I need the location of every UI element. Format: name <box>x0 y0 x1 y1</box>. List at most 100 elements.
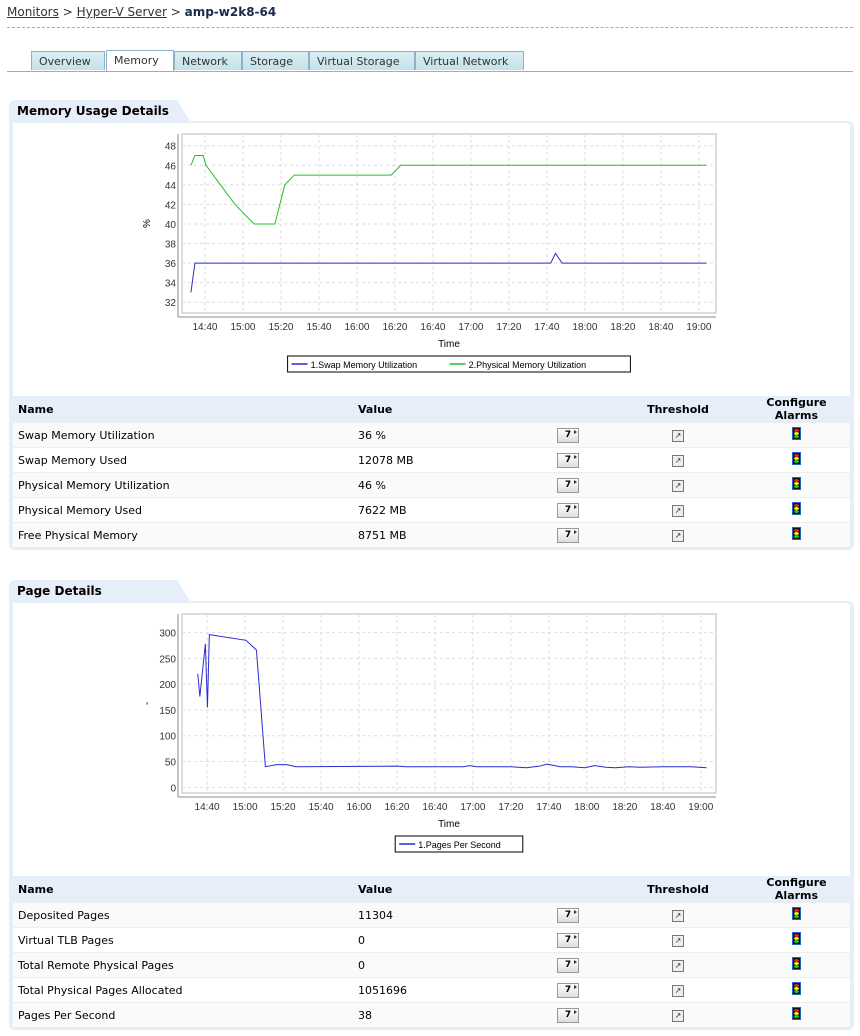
table-row: Swap Memory Used 12078 MB 7 ↗ <box>13 447 850 473</box>
col-alarms: Configure Alarms <box>743 876 850 903</box>
y-tick-label: 300 <box>159 629 176 640</box>
metric-value: 7622 MB 7 <box>353 497 613 523</box>
x-tick-label: 15:20 <box>271 802 296 813</box>
y-tick-label: 250 <box>159 654 176 665</box>
traffic-light-alarm-icon[interactable] <box>792 957 801 970</box>
traffic-light-alarm-icon[interactable] <box>792 477 801 490</box>
x-tick-label: 16:00 <box>344 322 369 333</box>
traffic-light-alarm-icon[interactable] <box>792 932 801 945</box>
metric-name: Physical Memory Utilization <box>13 472 353 498</box>
x-axis-title: Time <box>438 819 460 830</box>
report-button[interactable]: 7 <box>557 1008 579 1023</box>
y-tick-label: 38 <box>165 240 177 251</box>
metric-name: Pages Per Second <box>13 1002 353 1027</box>
x-tick-label: 18:40 <box>648 322 673 333</box>
traffic-light-alarm-icon[interactable] <box>792 907 801 920</box>
col-name: Name <box>13 876 353 903</box>
table-row: Total Remote Physical Pages 0 7 ↗ <box>13 952 850 978</box>
x-tick-label: 14:40 <box>192 322 217 333</box>
metric-value: 12078 MB 7 <box>353 447 613 473</box>
breadcrumb-monitors[interactable]: Monitors <box>7 5 59 19</box>
x-tick-label: 16:40 <box>422 802 447 813</box>
threshold-edit-icon[interactable]: ↗ <box>672 960 684 972</box>
metric-name: Physical Memory Used <box>13 497 353 523</box>
legend-label: 2.Physical Memory Utilization <box>469 360 587 370</box>
table-row: Pages Per Second 38 7 ↗ <box>13 1002 850 1027</box>
y-tick-label: 32 <box>165 298 177 309</box>
col-threshold: Threshold <box>613 396 743 423</box>
threshold-edit-icon[interactable]: ↗ <box>672 530 684 542</box>
traffic-light-alarm-icon[interactable] <box>792 452 801 465</box>
threshold-edit-icon[interactable]: ↗ <box>672 455 684 467</box>
y-tick-label: 42 <box>165 200 177 211</box>
report-button[interactable]: 7 <box>557 428 579 443</box>
memory-table: Name Value Threshold Configure Alarms Swap M… <box>13 396 850 547</box>
table-header: Name Value Threshold Configure Alarms <box>13 876 850 903</box>
page-details-chart: 0 50 100 150 200 250 300 14:40 15:00 15:20 15:40 16… <box>142 613 717 853</box>
threshold-edit-icon[interactable]: ↗ <box>672 1010 684 1022</box>
traffic-light-alarm-icon[interactable] <box>792 527 801 540</box>
threshold-edit-icon[interactable]: ↗ <box>672 505 684 517</box>
x-tick-label: 18:40 <box>650 802 675 813</box>
tab-network[interactable]: Network <box>174 51 242 70</box>
tab-storage[interactable]: Storage <box>242 51 309 70</box>
divider <box>7 27 853 28</box>
col-threshold: Threshold <box>613 876 743 903</box>
threshold-edit-icon[interactable]: ↗ <box>672 480 684 492</box>
y-tick-label: 46 <box>165 161 177 172</box>
breadcrumb-hyperv[interactable]: Hyper-V Server <box>76 5 167 19</box>
x-tick-label: 14:40 <box>195 802 220 813</box>
x-tick-label: 16:20 <box>382 322 407 333</box>
x-tick-label: 17:20 <box>496 322 521 333</box>
x-tick-label: 16:20 <box>384 802 409 813</box>
report-button[interactable]: 7 <box>557 933 579 948</box>
report-button[interactable]: 7 <box>557 453 579 468</box>
col-name: Name <box>13 396 353 423</box>
metric-value: 38 7 <box>353 1002 613 1027</box>
table-row: Swap Memory Utilization 36 % 7 ↗ <box>13 422 850 448</box>
threshold-edit-icon[interactable]: ↗ <box>672 985 684 997</box>
table-row: Total Physical Pages Allocated 1051696 7 ↗ <box>13 977 850 1003</box>
y-tick-label: 36 <box>165 259 177 270</box>
col-value: Value <box>353 396 613 423</box>
x-tick-label: 15:40 <box>308 802 333 813</box>
memory-panel <box>9 121 854 550</box>
traffic-light-alarm-icon[interactable] <box>792 502 801 515</box>
y-tick-label: 40 <box>165 220 177 231</box>
report-button[interactable]: 7 <box>557 503 579 518</box>
tab-virtual-network[interactable]: Virtual Network <box>415 51 524 70</box>
legend-label: 1.Pages Per Second <box>418 840 501 850</box>
threshold-edit-icon[interactable]: ↗ <box>672 430 684 442</box>
report-button[interactable]: 7 <box>557 528 579 543</box>
metric-value: 46 % 7 <box>353 472 613 498</box>
series-line <box>197 634 707 769</box>
y-tick-label: 34 <box>165 279 177 290</box>
breadcrumb-current: amp-w2k8-64 <box>184 5 277 19</box>
section-title-memory: Memory Usage Details <box>9 100 191 123</box>
report-button[interactable]: 7 <box>557 908 579 923</box>
metric-name: Total Remote Physical Pages <box>13 952 353 978</box>
section-title-page: Page Details <box>9 580 191 603</box>
report-button[interactable]: 7 <box>557 983 579 998</box>
col-alarms: Configure Alarms <box>743 396 850 423</box>
report-button[interactable]: 7 <box>557 478 579 493</box>
series-line <box>190 252 707 293</box>
y-tick-label: 48 <box>165 142 177 153</box>
report-button[interactable]: 7 <box>557 958 579 973</box>
metric-name: Free Physical Memory <box>13 522 353 547</box>
y-tick-label: 0 <box>170 783 176 794</box>
x-tick-label: 17:40 <box>536 802 561 813</box>
threshold-edit-icon[interactable]: ↗ <box>672 910 684 922</box>
tab-virtual-storage[interactable]: Virtual Storage <box>309 51 415 70</box>
tab-overview[interactable]: Overview <box>31 51 105 70</box>
traffic-light-alarm-icon[interactable] <box>792 427 801 440</box>
traffic-light-alarm-icon[interactable] <box>792 982 801 995</box>
tab-memory[interactable]: Memory <box>106 50 174 71</box>
y-tick-label: 200 <box>159 680 176 691</box>
threshold-edit-icon[interactable]: ↗ <box>672 935 684 947</box>
traffic-light-alarm-icon[interactable] <box>792 1007 801 1020</box>
y-axis-title: - <box>142 702 153 705</box>
table-row: Physical Memory Used 7622 MB 7 ↗ <box>13 497 850 523</box>
